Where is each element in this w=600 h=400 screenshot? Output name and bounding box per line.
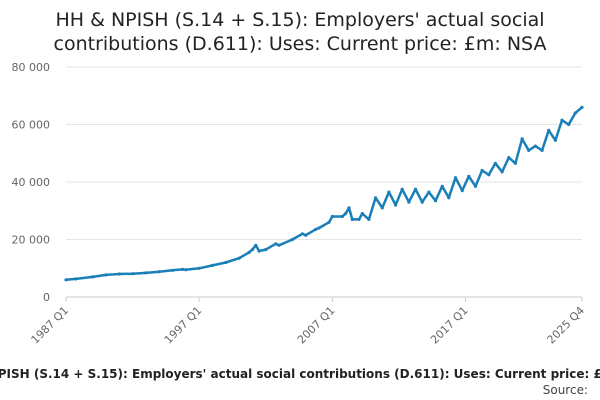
data-point <box>250 248 254 252</box>
data-point <box>257 249 261 253</box>
data-point <box>447 196 451 200</box>
data-point <box>254 243 258 247</box>
data-point <box>277 243 281 247</box>
data-point <box>513 161 518 165</box>
data-point <box>350 217 354 221</box>
data-point <box>197 266 201 270</box>
y-tick-label: 20 000 <box>12 234 51 247</box>
data-point <box>407 200 411 204</box>
data-point <box>131 272 135 276</box>
data-point <box>473 184 478 188</box>
data-point <box>304 233 308 237</box>
data-point <box>224 260 228 265</box>
data-point <box>367 217 371 221</box>
data-point <box>533 144 538 148</box>
data-point <box>400 187 404 191</box>
y-tick-label: 40 000 <box>12 176 51 189</box>
data-point <box>380 206 384 210</box>
data-point <box>247 250 251 254</box>
data-point <box>210 263 215 267</box>
data-point <box>327 220 331 224</box>
data-point <box>330 214 334 219</box>
y-tick-label: 0 <box>43 291 50 304</box>
data-point <box>344 212 348 216</box>
data-point <box>180 267 185 271</box>
data-point <box>264 248 268 252</box>
data-point <box>433 199 438 203</box>
data-point <box>117 272 121 276</box>
data-point <box>274 242 278 246</box>
x-tick-label: 2007 Q1 <box>295 304 338 347</box>
data-point <box>567 122 571 127</box>
series-layer <box>64 105 584 282</box>
chart-caption: HH & NPISH (S.14 + S.15): Employers' act… <box>0 367 600 381</box>
data-point <box>520 137 524 141</box>
data-point <box>507 156 511 160</box>
data-point <box>460 189 464 193</box>
data-point <box>317 226 321 230</box>
data-point <box>394 203 398 207</box>
y-tick-label: 80 000 <box>12 61 51 74</box>
data-point <box>74 277 78 281</box>
series-line-0 <box>64 106 584 282</box>
data-point <box>347 206 351 210</box>
data-point <box>500 170 504 174</box>
data-point <box>553 138 558 142</box>
data-point <box>387 190 391 194</box>
data-point <box>314 227 318 231</box>
data-point <box>357 217 361 221</box>
x-tick-label: 2017 Q1 <box>428 304 471 347</box>
y-axis: 0 20 000 40 000 60 000 80 000 <box>12 61 51 304</box>
x-tick-label: 2025 Q4 <box>545 304 588 347</box>
x-axis: 1987 Q1 1997 Q1 2007 Q1 2017 Q1 2025 Q4 <box>29 296 588 347</box>
data-point <box>573 111 577 115</box>
data-point <box>237 256 241 260</box>
data-point <box>91 275 95 279</box>
data-point <box>487 173 491 177</box>
data-point <box>493 161 497 165</box>
data-point <box>144 271 148 275</box>
data-point <box>453 176 458 180</box>
data-point <box>104 273 108 277</box>
data-point <box>467 174 471 178</box>
x-tick-label: 1987 Q1 <box>29 304 72 347</box>
data-point <box>300 232 304 236</box>
data-point <box>360 212 364 216</box>
data-point <box>374 196 378 200</box>
data-point <box>184 268 188 272</box>
data-point <box>340 214 344 219</box>
data-point <box>413 187 418 191</box>
chart-title-line-1: HH & NPISH (S.14 + S.15): Employers' act… <box>55 9 544 31</box>
data-point <box>527 148 531 152</box>
data-point <box>427 190 431 194</box>
data-point <box>560 118 564 122</box>
data-point <box>547 128 551 132</box>
y-tick-label: 60 000 <box>12 119 51 132</box>
data-point <box>290 237 294 242</box>
chart-title-line-2: contributions (D.611): Uses: Current pri… <box>54 33 547 55</box>
source-label: Source: <box>543 383 588 397</box>
data-point <box>540 148 544 152</box>
data-point <box>440 184 444 188</box>
data-point <box>64 278 68 282</box>
data-point <box>170 268 175 272</box>
x-tick-label: 1997 Q1 <box>162 304 205 347</box>
data-point <box>580 105 584 109</box>
data-point <box>420 200 424 204</box>
data-point <box>480 168 484 173</box>
data-point <box>157 270 161 274</box>
gridlines <box>66 66 582 240</box>
